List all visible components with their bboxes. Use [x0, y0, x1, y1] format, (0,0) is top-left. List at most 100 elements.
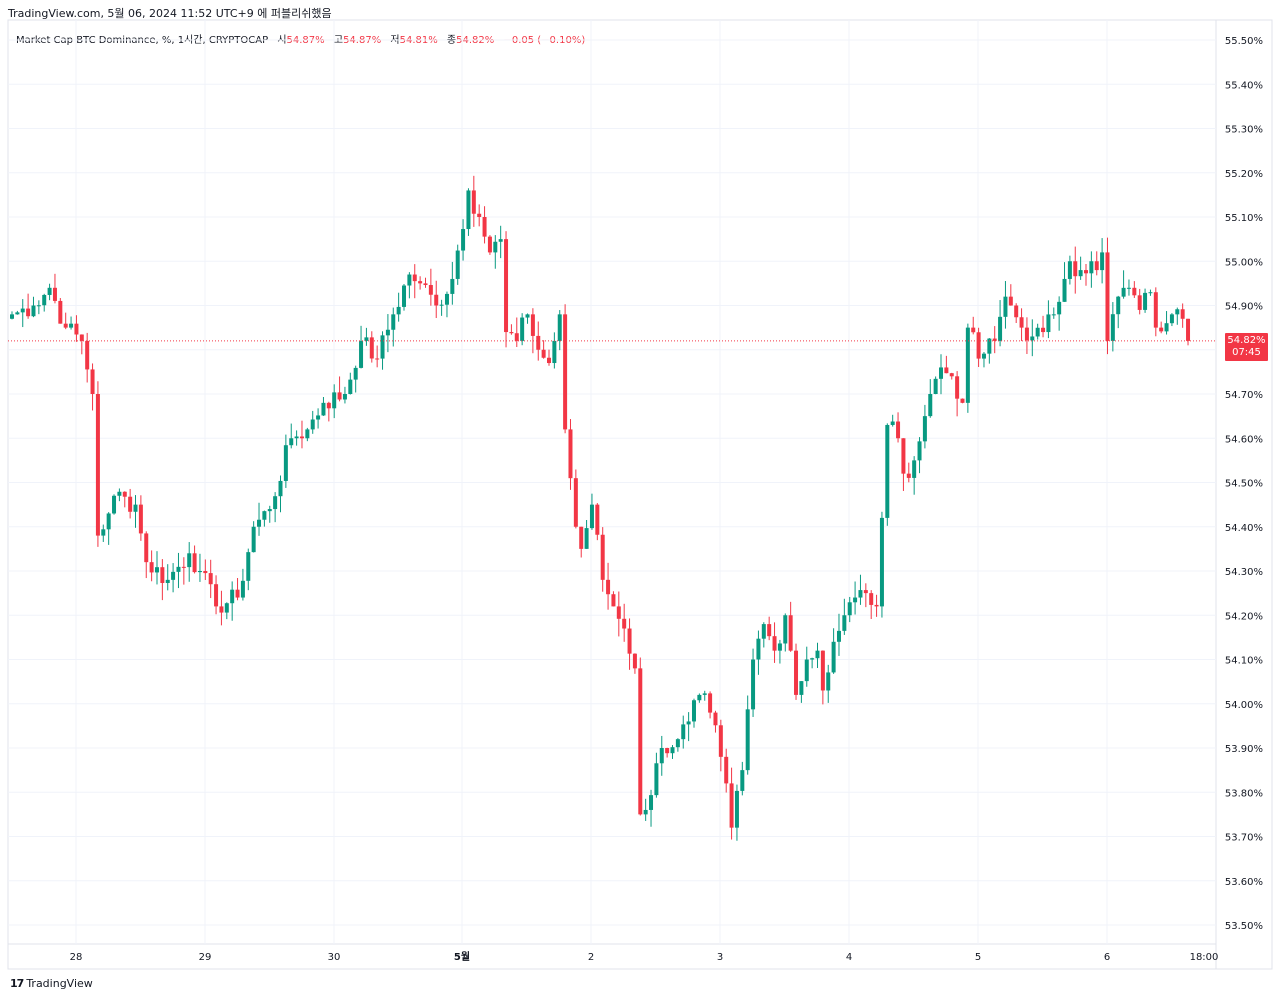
- candle-body: [487, 236, 492, 253]
- candle-body: [734, 790, 739, 828]
- candle-body: [761, 624, 766, 639]
- candle-body: [815, 650, 820, 659]
- candle-body: [681, 724, 686, 740]
- candle-body: [606, 579, 611, 595]
- candle-body: [939, 367, 944, 379]
- candle-body: [547, 357, 551, 364]
- candle-body: [1180, 309, 1185, 319]
- candle-body: [783, 615, 788, 644]
- candle-body: [992, 338, 997, 341]
- candle-body: [740, 770, 745, 791]
- candle-body: [1164, 323, 1169, 332]
- candle-body: [273, 496, 278, 510]
- candle-body: [686, 721, 691, 725]
- candle-body: [611, 594, 616, 607]
- y-tick-label: 54.40%: [1225, 523, 1263, 534]
- x-tick-label: 18:00: [1190, 952, 1219, 963]
- candle-body: [643, 809, 648, 815]
- y-tick-label: 54.60%: [1225, 434, 1263, 445]
- candle-body: [192, 553, 197, 573]
- candle-body: [375, 358, 380, 360]
- candle-body: [863, 590, 868, 594]
- candle-body: [1143, 292, 1148, 310]
- candle-body: [944, 367, 949, 374]
- candle-body: [702, 693, 707, 695]
- candle-body: [670, 747, 675, 754]
- candle-body: [208, 573, 213, 585]
- candle-body: [858, 590, 863, 598]
- candle-body: [69, 323, 74, 328]
- candle-body: [772, 636, 777, 651]
- y-tick-label: 53.90%: [1225, 744, 1263, 755]
- candle-body: [471, 190, 476, 214]
- candle-body: [299, 436, 304, 439]
- candle-body: [879, 517, 884, 607]
- candle-body: [278, 480, 283, 497]
- candle-body: [47, 287, 52, 295]
- candle-body: [396, 306, 401, 315]
- candle-body: [31, 305, 36, 317]
- candle-body: [385, 329, 390, 336]
- candle-body: [917, 441, 922, 461]
- candle-body: [144, 533, 149, 563]
- candle-body: [326, 402, 331, 409]
- candle-body: [412, 274, 417, 282]
- candle-body: [342, 394, 347, 400]
- candle-body: [552, 340, 557, 364]
- candle-body: [364, 337, 369, 341]
- price-axis: 55.50% 55.40% 55.30% 55.20% 55.10% 55.00% 54.9…: [1225, 36, 1263, 932]
- candle-body: [203, 571, 208, 574]
- candle-body: [718, 725, 723, 757]
- candle-body: [353, 367, 358, 380]
- candle-body: [1094, 261, 1099, 271]
- candle-body: [713, 712, 718, 726]
- candle-body: [922, 416, 927, 442]
- grid-layer: [8, 20, 1216, 944]
- candle-body: [498, 239, 503, 242]
- y-tick-label: 54.20%: [1225, 611, 1263, 622]
- candle-body: [627, 628, 632, 654]
- candle-body: [504, 239, 509, 333]
- candle-body: [509, 332, 514, 334]
- candle-body: [745, 709, 750, 771]
- candle-body: [525, 314, 530, 318]
- x-tick-label: 28: [70, 952, 83, 963]
- candle-body: [890, 421, 895, 425]
- candle-body: [1057, 301, 1062, 315]
- y-tick-label: 54.00%: [1225, 700, 1263, 711]
- y-tick-label: 53.60%: [1225, 877, 1263, 888]
- candle-body: [321, 402, 326, 416]
- candle-body: [257, 519, 262, 527]
- candle-body: [1159, 327, 1164, 332]
- candle-body: [176, 566, 181, 572]
- x-tick-label: 5: [975, 952, 981, 963]
- candle-body: [85, 340, 90, 370]
- bar-countdown: 07:45: [1232, 347, 1261, 358]
- candle-body: [1014, 305, 1019, 318]
- candle-body: [622, 618, 627, 629]
- y-tick-label: 55.20%: [1225, 169, 1263, 180]
- candle-body: [240, 580, 245, 598]
- chart-frame: [7, 19, 1273, 970]
- tradingview-brand[interactable]: 17 TradingView: [10, 977, 93, 990]
- candle-body: [654, 763, 659, 796]
- candle-body: [294, 436, 299, 439]
- candle-body: [251, 526, 256, 553]
- x-tick-label: 2: [588, 952, 594, 963]
- candle-body: [493, 241, 498, 253]
- y-tick-label: 54.10%: [1225, 656, 1263, 667]
- candle-body: [380, 335, 385, 359]
- candle-body: [1078, 270, 1083, 277]
- candle-body: [369, 337, 374, 359]
- candle-body: [1126, 287, 1131, 289]
- candle-body: [616, 606, 621, 619]
- candle-body: [1105, 252, 1110, 341]
- y-tick-label: 55.00%: [1225, 257, 1263, 268]
- candle-body: [165, 579, 170, 583]
- candle-body: [26, 308, 31, 317]
- candle-body: [1169, 314, 1174, 324]
- candle-body: [455, 250, 460, 279]
- candle-body: [514, 333, 519, 341]
- candle-body: [391, 314, 396, 330]
